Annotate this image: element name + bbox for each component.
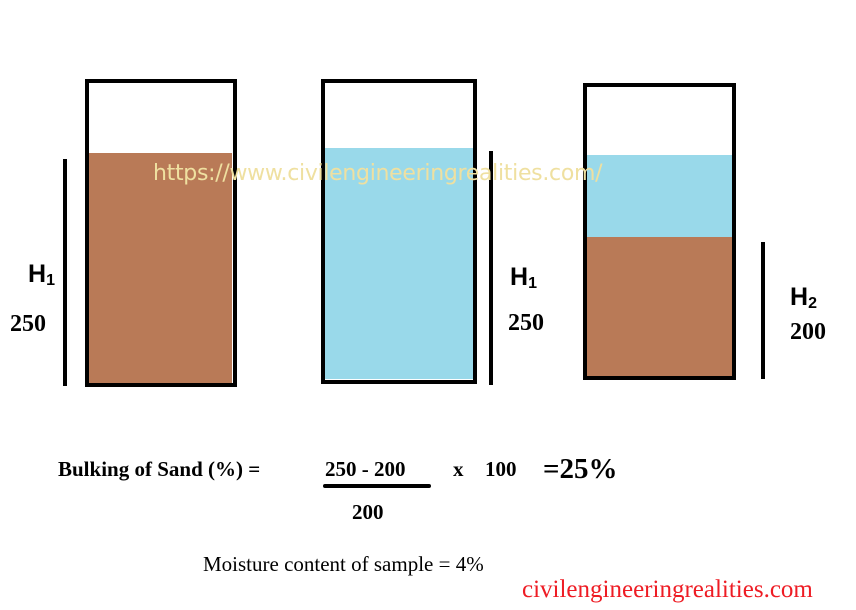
formula-multiplier: 100 xyxy=(485,457,517,481)
height-label-3: H2 xyxy=(790,285,817,312)
height-value-3: 200 xyxy=(790,319,826,345)
formula-result: =25% xyxy=(543,453,618,485)
sand-fill-3 xyxy=(587,237,732,376)
brand-text: civilengineeringrealities.com xyxy=(522,576,813,603)
height-label-1: H1 xyxy=(28,262,55,289)
water-fill-2 xyxy=(325,148,473,379)
sand-fill-1 xyxy=(89,153,232,383)
height-label-subscript: 2 xyxy=(808,295,817,312)
height-label-subscript: 1 xyxy=(528,275,537,292)
formula-lhs: Bulking of Sand (%) = xyxy=(58,457,261,481)
water-fill-3 xyxy=(587,155,732,237)
moisture-note: Moisture content of sample = 4% xyxy=(203,552,484,576)
formula-denominator: 200 xyxy=(352,500,384,524)
height-line-1 xyxy=(63,159,67,386)
height-label-letter: H xyxy=(790,283,809,311)
height-label-letter: H xyxy=(510,263,529,291)
height-value-1: 250 xyxy=(10,311,46,337)
height-label-letter: H xyxy=(28,260,47,288)
height-label-subscript: 1 xyxy=(46,272,55,289)
height-label-2: H1 xyxy=(510,265,537,292)
formula-numerator: 250 - 200 xyxy=(325,457,406,481)
fraction-line xyxy=(323,484,431,488)
watermark-url: https://www.civilengineeringrealities.co… xyxy=(153,161,603,186)
height-line-3 xyxy=(761,242,765,379)
formula-times: x xyxy=(453,457,464,481)
height-line-2 xyxy=(489,151,493,385)
height-value-2: 250 xyxy=(508,310,544,336)
